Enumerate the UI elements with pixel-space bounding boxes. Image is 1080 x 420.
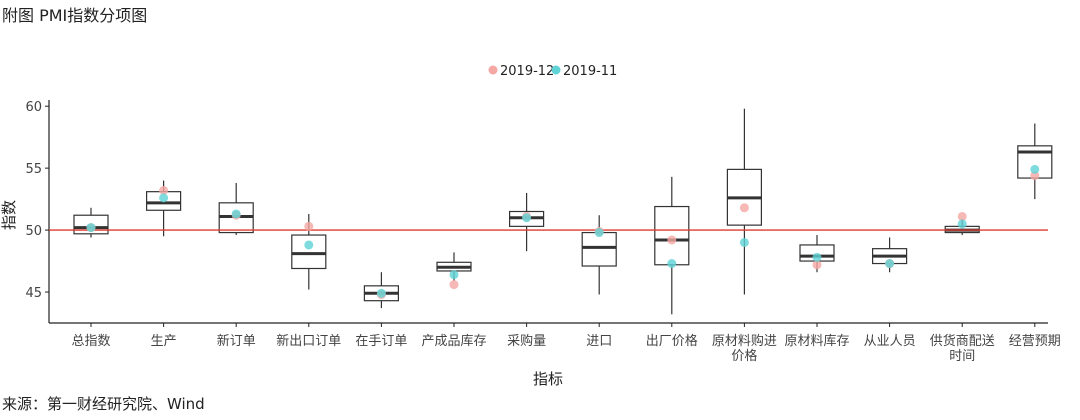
point-2019-11 bbox=[231, 209, 241, 219]
x-tick-label: 在手订单 bbox=[355, 334, 407, 349]
x-tick-label: 生产 bbox=[151, 334, 177, 349]
x-tick-label: 经营预期 bbox=[1009, 334, 1061, 349]
x-tick-label: 时间 bbox=[949, 349, 975, 364]
plot-area: 45505560总指数 生产 新订单 新出口订单 在手订单 产成品库存 采购量 进口 出厂价格原… bbox=[25, 100, 1061, 364]
x-tick-label: 新订单 bbox=[217, 333, 256, 349]
y-tick-label: 60 bbox=[25, 100, 42, 115]
point-2019-11 bbox=[594, 228, 604, 238]
x-tick-label: 原材料购进 bbox=[712, 333, 777, 349]
legend-marker-2019-12 bbox=[488, 65, 498, 75]
point-2019-11 bbox=[304, 240, 314, 250]
point-2019-11 bbox=[957, 219, 967, 229]
x-tick-label: 从业人员 bbox=[864, 334, 916, 349]
point-2019-12 bbox=[159, 185, 169, 195]
point-2019-12 bbox=[667, 235, 677, 245]
source-note: 来源：第一财经研究院、Wind bbox=[2, 395, 205, 413]
x-axis-title: 指标 bbox=[533, 370, 563, 388]
point-2019-11 bbox=[667, 259, 677, 269]
point-2019-12 bbox=[739, 203, 749, 213]
point-2019-11 bbox=[449, 270, 459, 280]
x-tick-label: 新出口订单 bbox=[276, 333, 341, 349]
point-2019-11 bbox=[812, 252, 822, 262]
x-tick-label: 采购量 bbox=[507, 333, 546, 349]
point-2019-11 bbox=[376, 288, 386, 298]
point-2019-12 bbox=[304, 221, 314, 231]
y-tick-label: 50 bbox=[25, 224, 42, 239]
y-tick-label: 45 bbox=[25, 286, 42, 301]
point-2019-11 bbox=[885, 259, 895, 269]
point-2019-12 bbox=[1030, 171, 1040, 181]
point-2019-11 bbox=[522, 213, 532, 223]
x-tick-label: 原材料库存 bbox=[784, 333, 849, 349]
point-2019-12 bbox=[957, 211, 967, 221]
point-2019-11 bbox=[739, 237, 749, 247]
y-tick-label: 55 bbox=[25, 162, 42, 177]
point-2019-11 bbox=[1030, 164, 1040, 174]
point-2019-11 bbox=[86, 223, 96, 233]
x-tick-label: 价格 bbox=[731, 348, 757, 364]
point-2019-12 bbox=[449, 280, 459, 290]
point-2019-12 bbox=[812, 260, 822, 270]
legend-marker-2019-11 bbox=[551, 65, 561, 75]
x-tick-label: 供货商配送 bbox=[930, 333, 995, 349]
chart-title: 附图 PMI指数分项图 bbox=[2, 6, 148, 25]
point-2019-11 bbox=[159, 193, 169, 203]
legend-label-2019-12: 2019-12 bbox=[500, 64, 554, 79]
y-axis-title: 指数 bbox=[0, 200, 18, 230]
x-tick-label: 产成品库存 bbox=[421, 333, 486, 349]
box bbox=[291, 234, 327, 270]
legend: 2019-12 2019-11 bbox=[488, 64, 617, 79]
box bbox=[581, 231, 617, 267]
x-tick-label: 总指数 bbox=[71, 334, 110, 349]
legend-label-2019-11: 2019-11 bbox=[563, 64, 617, 79]
x-tick-label: 出厂价格 bbox=[646, 333, 698, 349]
x-tick-label: 进口 bbox=[586, 334, 612, 349]
